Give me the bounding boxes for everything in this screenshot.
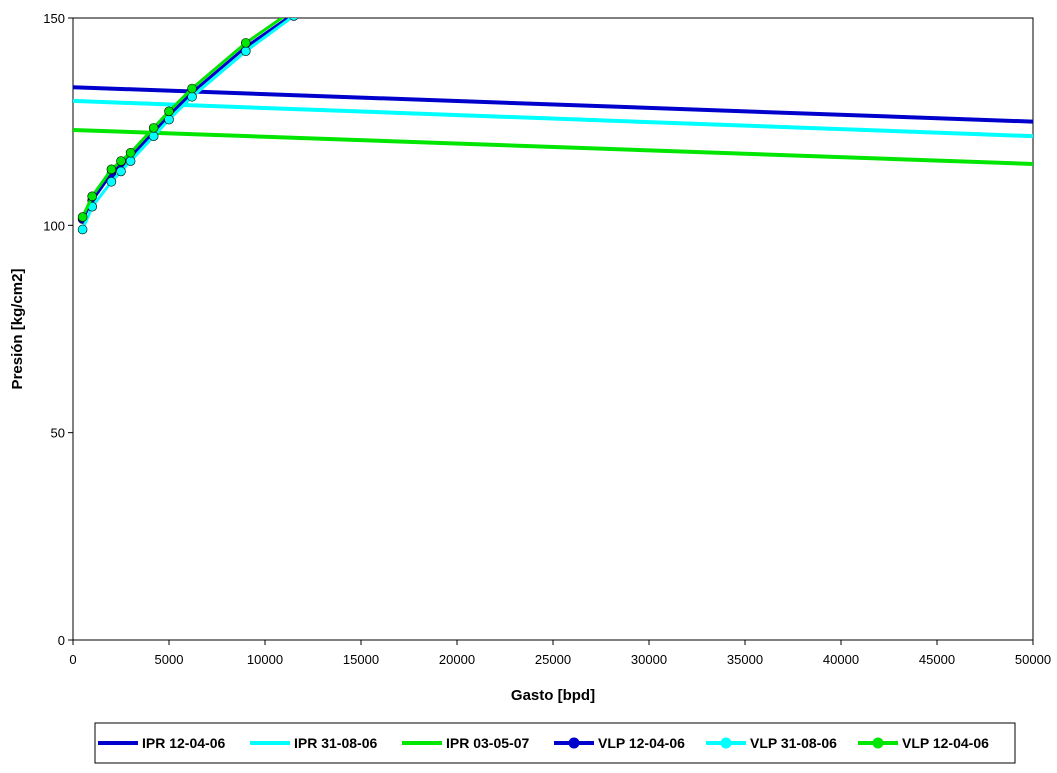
legend-marker-3 xyxy=(568,737,580,749)
legend: IPR 12-04-06 IPR 31-08-06 IPR 03-05-07 VLP … xyxy=(98,735,989,751)
legend-label-4: VLP 31-08-06 xyxy=(750,735,837,751)
axes-layer: 0 5000 10000 15000 20000 25000 30000 35000 40000… xyxy=(43,11,1051,667)
x-tick-label: 40000 xyxy=(823,652,859,667)
series-line-2 xyxy=(73,127,1033,166)
series-point-5 xyxy=(116,156,126,166)
legend-label-3: VLP 12-04-06 xyxy=(598,735,685,751)
series-point-5 xyxy=(77,212,88,222)
series-point-5 xyxy=(187,83,197,94)
series-point-5 xyxy=(106,164,117,175)
legend-label-0: IPR 12-04-06 xyxy=(142,735,225,751)
x-tick-label: 0 xyxy=(69,652,76,667)
x-tick-label: 20000 xyxy=(439,652,475,667)
series-line-1 xyxy=(73,98,1033,139)
x-tick-label: 45000 xyxy=(919,652,955,667)
series-point-4 xyxy=(125,156,136,166)
legend-label-1: IPR 31-08-06 xyxy=(294,735,377,751)
legend-marker-4 xyxy=(720,737,732,749)
legend-label-5: VLP 12-04-06 xyxy=(902,735,989,751)
series-point-4 xyxy=(77,224,88,235)
series-line-3 xyxy=(81,18,291,220)
x-tick-label: 50000 xyxy=(1015,652,1051,667)
series-line-5 xyxy=(81,18,285,218)
series-point-5 xyxy=(125,147,136,158)
series-point-4 xyxy=(241,46,251,56)
series-point-5 xyxy=(241,38,251,48)
x-tick-label: 30000 xyxy=(631,652,667,667)
series-line-4 xyxy=(81,18,294,231)
series-point-5 xyxy=(289,5,298,14)
legend-label-2: IPR 03-05-07 xyxy=(446,735,529,751)
y-tick-label: 150 xyxy=(43,11,65,26)
y-axis-title: Presión [kg/cm2] xyxy=(9,269,26,390)
legend-marker-5 xyxy=(872,737,884,749)
plot-area xyxy=(72,17,1034,641)
series-point-4 xyxy=(116,166,126,177)
series-point-5 xyxy=(148,123,159,133)
series-line-0 xyxy=(73,85,1033,124)
series-layer xyxy=(73,5,1033,235)
x-tick-label: 15000 xyxy=(343,652,379,667)
x-tick-label: 35000 xyxy=(727,652,763,667)
series-point-3 xyxy=(291,18,297,19)
y-tick-label: 100 xyxy=(43,218,65,233)
series-point-4 xyxy=(106,176,117,187)
y-tick-label: 0 xyxy=(58,633,65,648)
x-tick-label: 25000 xyxy=(535,652,571,667)
y-tick-label: 50 xyxy=(51,426,65,441)
x-tick-label: 10000 xyxy=(247,652,283,667)
series-point-5 xyxy=(87,191,97,202)
series-point-5 xyxy=(164,106,174,117)
x-axis-title: Gasto [bpd] xyxy=(511,687,595,704)
series-point-4 xyxy=(289,18,299,21)
x-tick-label: 5000 xyxy=(155,652,184,667)
